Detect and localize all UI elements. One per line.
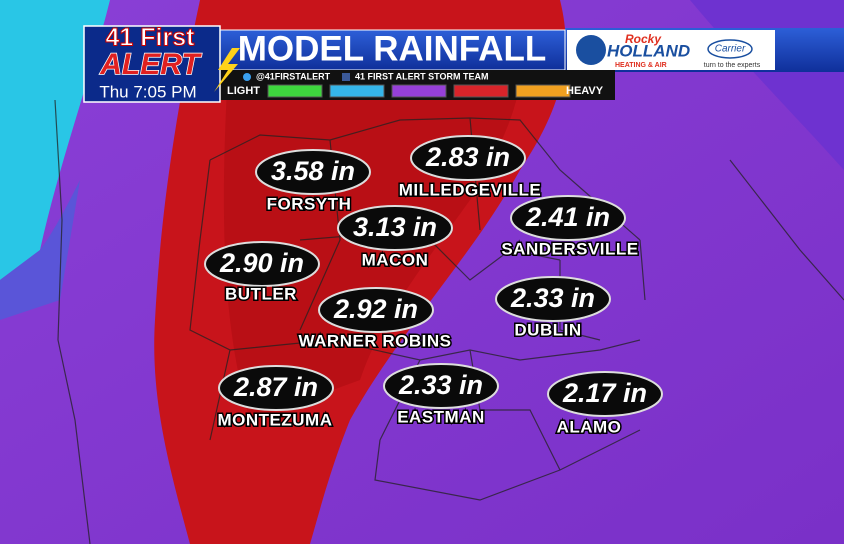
logo-line1: 41 First [106,24,196,52]
city-name: MACON [362,250,429,269]
twitter-handle: @41FIRSTALERT [256,71,331,81]
logo-line2: ALERT [99,48,202,81]
logo-box [83,25,221,103]
city-name: FORSYTH [267,194,352,213]
sponsor-icon [576,35,606,65]
rainfall-amount: 2.87 in [233,372,318,402]
city-name: MILLEDGEVILLE [399,180,542,199]
twitter-icon [243,73,251,81]
amount-oval [318,287,434,333]
rainfall-amount: 2.83 in [425,142,510,172]
amount-oval [337,205,453,251]
partner-name: Carrier [715,44,746,55]
rainfall-amount: 2.90 in [219,248,304,278]
amount-oval [218,365,334,411]
legend-swatch [267,84,323,98]
title-bar [219,29,566,71]
amount-oval [510,195,626,241]
rainfall-amount: 2.33 in [510,283,595,313]
amount-oval [495,276,611,322]
rainfall-amount: 3.13 in [353,212,437,242]
legend-swatches [267,84,571,98]
facebook-icon [342,73,350,81]
rainfall-amount: 2.17 in [562,378,647,408]
city-name: ALAMO [557,417,622,436]
cyan-zone [0,0,110,280]
amount-oval [255,149,371,195]
city-name: EASTMAN [397,407,485,426]
legend-low: LIGHT [227,85,260,97]
sponsor-name: HOLLAND [607,41,690,60]
sponsor-script: Rocky [625,32,662,46]
rainfall-amount: 2.41 in [525,202,610,232]
city-name: MONTEZUMA [218,410,333,429]
rainfall-amount: 2.33 in [398,370,483,400]
legend-swatch [515,84,571,98]
time: Thu 7:05 PM [99,82,196,101]
legend-swatch [329,84,385,98]
amount-oval [204,241,320,287]
city-name: BUTLER [225,284,297,303]
rainfall-amount: 3.58 in [271,156,355,186]
legend-swatch [453,84,509,98]
partner-tag: turn to the experts [704,62,761,69]
city-name: DUBLIN [514,320,581,339]
sponsor-tag: HEATING & AIR [615,62,667,69]
rainfall-labels: 3.58 in FORSYTH 2.83 in MILLEDGEVILLE 2.41 i… [204,135,663,438]
rainfall-amount: 2.92 in [333,294,418,324]
partner-logo [707,39,753,59]
amount-oval [547,371,663,417]
city-name: WARNER ROBINS [299,331,452,350]
amount-oval [410,135,526,181]
facebook-page: 41 FIRST ALERT STORM TEAM [355,71,489,81]
amount-oval [383,363,499,409]
title: MODEL RAINFALL [238,29,547,68]
city-name: SANDERSVILLE [501,239,638,258]
lightning-bolt [214,48,240,92]
legend-high: HEAVY [566,85,604,97]
legend-swatch [391,84,447,98]
